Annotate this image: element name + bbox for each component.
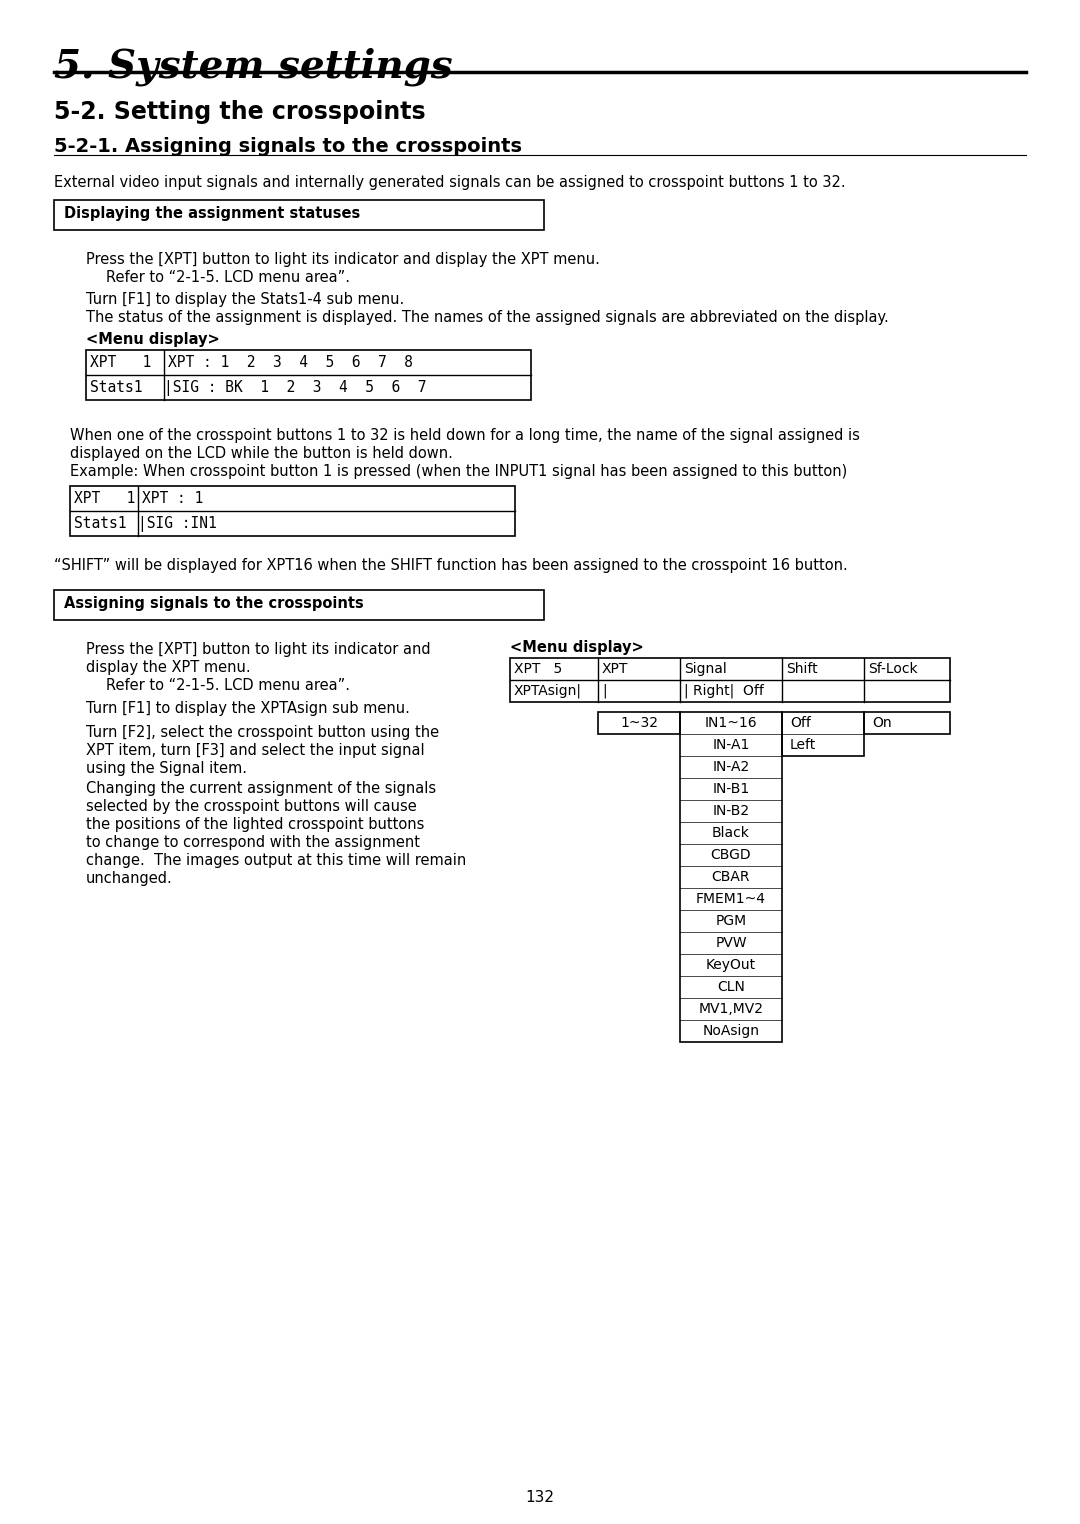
Text: CBGD: CBGD [711,847,752,863]
Bar [680,712,782,1042]
Text: unchanged.: unchanged. [86,872,173,887]
Text: Shift: Shift [786,661,818,677]
Text: Press the [XPT] button to light its indicator and: Press the [XPT] button to light its indi… [86,642,431,657]
Text: 5-2-1. Assigning signals to the crosspoints: 5-2-1. Assigning signals to the crosspoi… [54,137,522,155]
Text: XPT item, turn [F3] and select the input signal: XPT item, turn [F3] and select the input… [86,742,424,757]
Text: IN1~16: IN1~16 [704,716,757,730]
Text: PGM: PGM [715,914,746,928]
Text: | Right|  Off: | Right| Off [684,684,764,698]
Text: XPTAsign|: XPTAsign| [514,684,582,698]
Text: PVW: PVW [715,936,746,949]
Text: “SHIFT” will be displayed for XPT16 when the SHIFT function has been assigned to: “SHIFT” will be displayed for XPT16 when… [54,558,848,573]
Text: Left: Left [789,738,816,751]
Text: Off: Off [789,716,811,730]
Text: Refer to “2-1-5. LCD menu area”.: Refer to “2-1-5. LCD menu area”. [106,270,350,285]
Text: 5-2. Setting the crosspoints: 5-2. Setting the crosspoints [54,101,426,123]
Text: The status of the assignment is displayed. The names of the assigned signals are: The status of the assignment is displaye… [86,309,889,325]
Text: Turn [F1] to display the Stats1-4 sub menu.: Turn [F1] to display the Stats1-4 sub me… [86,293,404,306]
Text: 5. System settings: 5. System settings [54,47,453,87]
Text: MV1,MV2: MV1,MV2 [699,1001,764,1017]
Text: CBAR: CBAR [712,870,751,884]
Text: External video input signals and internally generated signals can be assigned to: External video input signals and interna… [54,175,846,190]
Text: 1~32: 1~32 [620,716,658,730]
Text: Sf-Lock: Sf-Lock [868,661,918,677]
Text: NoAsign: NoAsign [702,1024,759,1038]
Text: Press the [XPT] button to light its indicator and display the XPT menu.: Press the [XPT] button to light its indi… [86,251,599,267]
Text: using the Signal item.: using the Signal item. [86,760,247,776]
Text: Changing the current assignment of the signals: Changing the current assignment of the s… [86,782,436,797]
Text: to change to correspond with the assignment: to change to correspond with the assignm… [86,835,420,850]
Text: XPT   1: XPT 1 [75,491,135,506]
Text: |: | [602,684,607,698]
Text: display the XPT menu.: display the XPT menu. [86,660,251,675]
Text: Signal: Signal [684,661,727,677]
Bar [54,200,544,230]
Text: On: On [872,716,892,730]
Text: Turn [F2], select the crosspoint button using the: Turn [F2], select the crosspoint button … [86,725,440,739]
Text: |SIG : BK  1  2  3  4  5  6  7: |SIG : BK 1 2 3 4 5 6 7 [164,379,427,396]
Text: selected by the crosspoint buttons will cause: selected by the crosspoint buttons will … [86,800,417,814]
Text: IN-B1: IN-B1 [713,782,750,796]
Bar [782,712,864,756]
Text: <Menu display>: <Menu display> [510,640,644,655]
Bar [864,712,950,735]
Text: Displaying the assignment statuses: Displaying the assignment statuses [64,206,361,221]
Text: XPT : 1: XPT : 1 [141,491,203,506]
Text: <Menu display>: <Menu display> [86,332,219,347]
Text: IN-B2: IN-B2 [713,805,750,818]
Text: XPT   1: XPT 1 [90,355,151,370]
Text: KeyOut: KeyOut [706,959,756,972]
Text: XPT   5: XPT 5 [514,661,563,677]
Text: When one of the crosspoint buttons 1 to 32 is held down for a long time, the nam: When one of the crosspoint buttons 1 to … [70,428,860,443]
Text: Assigning signals to the crosspoints: Assigning signals to the crosspoints [64,596,364,611]
Bar [54,590,544,620]
Text: Stats1: Stats1 [75,517,126,530]
Text: Example: When crosspoint button 1 is pressed (when the INPUT1 signal has been as: Example: When crosspoint button 1 is pre… [70,463,847,479]
Bar [598,712,680,735]
Text: the positions of the lighted crosspoint buttons: the positions of the lighted crosspoint … [86,817,424,832]
Bar [86,351,531,399]
Text: Black: Black [712,826,750,840]
Text: Stats1: Stats1 [90,379,143,395]
Text: IN-A1: IN-A1 [713,738,750,751]
Text: IN-A2: IN-A2 [713,760,750,774]
Text: |SIG :IN1: |SIG :IN1 [138,517,217,532]
Text: displayed on the LCD while the button is held down.: displayed on the LCD while the button is… [70,447,453,460]
Text: Refer to “2-1-5. LCD menu area”.: Refer to “2-1-5. LCD menu area”. [106,678,350,693]
Text: FMEM1~4: FMEM1~4 [696,892,766,905]
Text: change.  The images output at this time will remain: change. The images output at this time w… [86,853,467,869]
Text: Turn [F1] to display the XPTAsign sub menu.: Turn [F1] to display the XPTAsign sub me… [86,701,410,716]
Text: XPT: XPT [602,661,629,677]
Text: 132: 132 [526,1490,554,1506]
Text: CLN: CLN [717,980,745,994]
Bar [70,486,515,536]
Text: XPT : 1  2  3  4  5  6  7  8: XPT : 1 2 3 4 5 6 7 8 [168,355,413,370]
Bar [510,658,950,703]
